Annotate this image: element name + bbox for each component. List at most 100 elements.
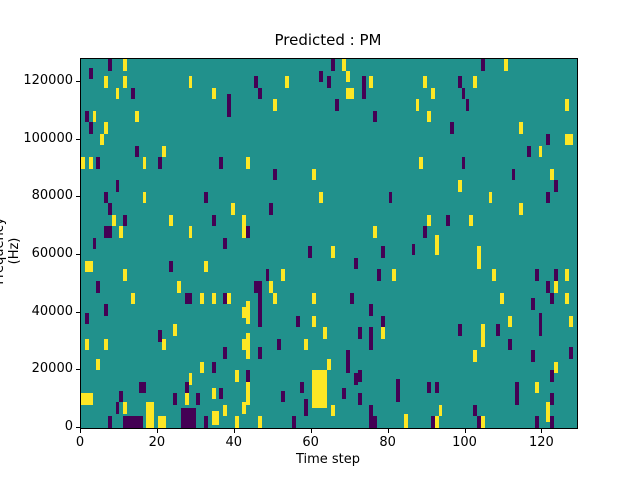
heatmap-cell xyxy=(157,416,166,428)
heatmap-cell xyxy=(450,122,454,134)
y-tick-label: 60000 xyxy=(31,246,73,262)
heatmap-cell xyxy=(280,269,285,281)
heatmap-cell xyxy=(188,373,193,385)
heatmap-cell xyxy=(130,87,135,100)
heatmap-cell xyxy=(188,76,193,88)
heatmap-cell xyxy=(200,292,205,305)
heatmap-cell xyxy=(427,381,431,394)
heatmap-cell xyxy=(342,387,347,400)
heatmap-cell xyxy=(169,214,174,227)
heatmap-cell xyxy=(434,381,439,394)
heatmap-cell xyxy=(200,361,205,374)
heatmap-cell xyxy=(223,347,228,359)
heatmap-cell xyxy=(534,381,539,394)
heatmap-cell xyxy=(230,203,235,215)
heatmap-cell xyxy=(104,76,108,88)
heatmap-cell xyxy=(254,76,258,88)
heatmap-cell xyxy=(300,381,304,394)
x-tick-label: 0 xyxy=(75,435,85,450)
heatmap-cell xyxy=(242,402,247,414)
heatmap-cell xyxy=(550,292,554,305)
heatmap-cell xyxy=(292,416,297,428)
heatmap-cell xyxy=(88,122,93,134)
heatmap-cell xyxy=(234,370,239,382)
heatmap-cell xyxy=(319,191,324,204)
heatmap-cell xyxy=(146,402,155,428)
heatmap-cell xyxy=(419,157,424,169)
heatmap-cell xyxy=(107,203,112,215)
heatmap-cell xyxy=(369,304,374,316)
heatmap-cell xyxy=(115,402,120,414)
x-tick-label: 20 xyxy=(148,435,166,450)
x-tick-label: 60 xyxy=(302,435,319,450)
heatmap-cell xyxy=(311,315,316,328)
heatmap-cell xyxy=(507,338,512,351)
heatmap-cell xyxy=(446,214,451,227)
heatmap-cell xyxy=(480,416,485,428)
heatmap-cell xyxy=(188,226,193,238)
heatmap-cell xyxy=(330,246,335,258)
heatmap-cell xyxy=(434,243,439,256)
heatmap-cell xyxy=(211,87,216,100)
heatmap-cell xyxy=(246,332,251,359)
heatmap-cell xyxy=(565,269,570,281)
heatmap-cell xyxy=(123,269,128,281)
heatmap-cell xyxy=(461,87,466,100)
heatmap-cell xyxy=(465,99,470,111)
heatmap-cell xyxy=(423,76,428,88)
heatmap-cell xyxy=(219,157,224,169)
heatmap-cell xyxy=(96,358,101,371)
heatmap-cell xyxy=(553,281,558,293)
heatmap-cell xyxy=(265,269,270,281)
heatmap-cell xyxy=(257,87,262,100)
heatmap-cell xyxy=(96,281,101,293)
y-tick-label: 40000 xyxy=(31,303,73,319)
heatmap-cell xyxy=(473,350,478,362)
x-tick xyxy=(464,429,466,433)
heatmap-cell xyxy=(142,191,147,204)
x-tick xyxy=(310,429,312,433)
heatmap-cell xyxy=(242,338,247,351)
heatmap-cell xyxy=(184,381,189,394)
heatmap-cell xyxy=(104,226,112,238)
heatmap-cell xyxy=(130,292,135,305)
heatmap-cell xyxy=(311,370,328,408)
heatmap-cell xyxy=(550,393,554,405)
heatmap-cell xyxy=(111,214,116,227)
heatmap-cell xyxy=(534,416,539,428)
heatmap-cell xyxy=(519,203,524,215)
heatmap-cell xyxy=(538,145,543,158)
heatmap-cell xyxy=(81,393,93,405)
x-tick xyxy=(541,429,543,433)
heatmap-cell xyxy=(142,157,147,169)
heatmap-cell xyxy=(219,387,224,400)
x-tick-label: 80 xyxy=(379,435,396,450)
heatmap-cell xyxy=(430,416,435,428)
heatmap-cell xyxy=(92,237,97,250)
heatmap-cell xyxy=(346,350,351,374)
heatmap-cell xyxy=(254,281,262,293)
heatmap-cell xyxy=(438,404,443,417)
heatmap-cell xyxy=(396,379,401,403)
heatmap-cell xyxy=(204,416,208,428)
heatmap-cell xyxy=(284,76,289,88)
heatmap-cell xyxy=(527,145,531,158)
x-tick xyxy=(80,429,81,433)
heatmap-cell xyxy=(223,237,228,250)
heatmap-cell xyxy=(257,292,262,328)
heatmap-cell xyxy=(246,157,251,169)
y-tick xyxy=(76,254,80,256)
heatmap-cell xyxy=(311,292,316,305)
x-tick xyxy=(156,429,158,433)
heatmap-cell xyxy=(488,191,493,204)
heatmap-cell xyxy=(492,269,497,281)
heatmap-cell xyxy=(553,269,558,281)
heatmap-cell xyxy=(119,226,124,238)
heatmap-cell xyxy=(377,269,381,281)
heatmap-cell xyxy=(511,168,516,181)
plot-title: Predicted : PM xyxy=(274,31,382,49)
heatmap-cell xyxy=(330,59,335,71)
heatmap-cell xyxy=(357,393,362,405)
heatmap-cell xyxy=(457,180,462,192)
